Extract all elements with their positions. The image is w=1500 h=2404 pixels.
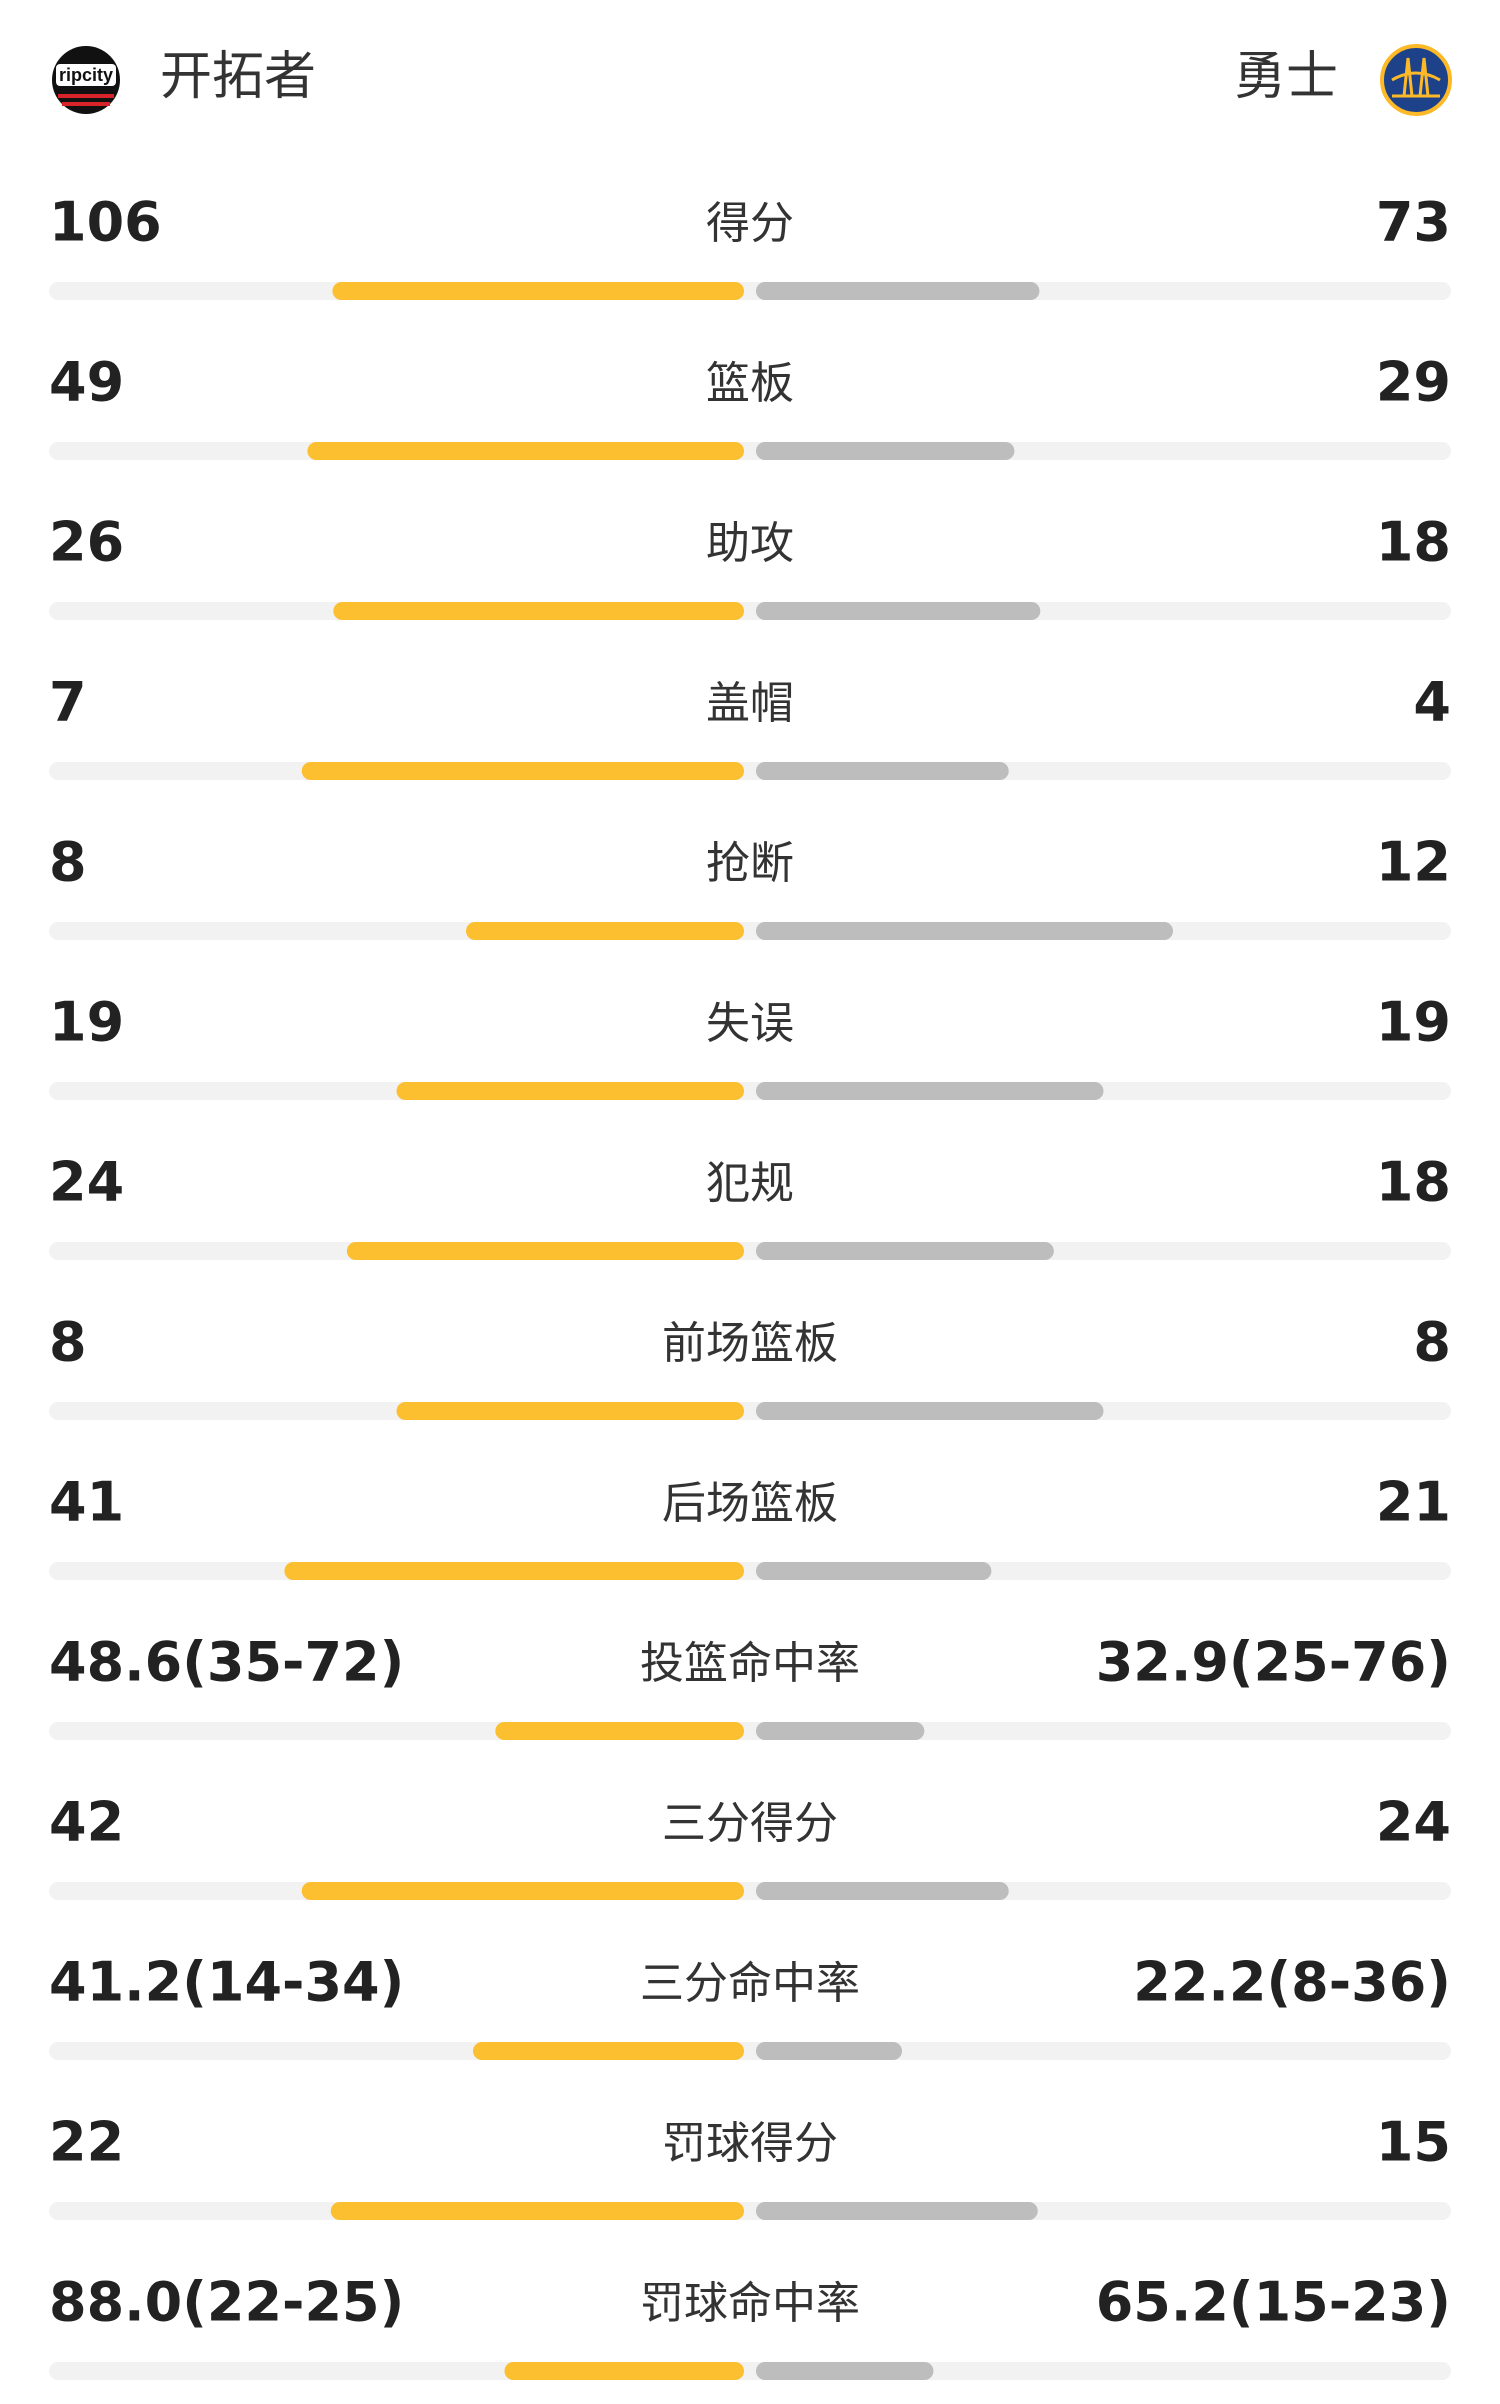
left-value: 24 xyxy=(49,1151,124,1214)
right-value: 24 xyxy=(1376,1791,1451,1854)
right-value: 73 xyxy=(1376,191,1451,254)
stat-label: 得分 xyxy=(706,198,794,249)
right-value: 32.9(25-76) xyxy=(1096,1631,1451,1694)
left-value: 88.0(22-25) xyxy=(49,2271,404,2334)
stat-label: 后场篮板 xyxy=(662,1478,838,1529)
left-bar xyxy=(301,1882,744,1900)
bar-track xyxy=(49,2042,1451,2060)
left-bar xyxy=(495,1722,744,1740)
bar-track xyxy=(49,602,1451,620)
right-value: 29 xyxy=(1376,351,1451,414)
left-value: 48.6(35-72) xyxy=(49,1631,404,1694)
left-value: 26 xyxy=(49,511,124,574)
right-bar xyxy=(756,2202,1038,2220)
stat-label: 抢断 xyxy=(706,838,794,889)
left-value: 106 xyxy=(49,191,162,254)
bar-track xyxy=(49,1242,1451,1260)
left-bar xyxy=(333,602,744,620)
bar-track xyxy=(49,1082,1451,1100)
stat-label: 盖帽 xyxy=(706,678,794,729)
left-value: 41 xyxy=(49,1471,124,1534)
left-team: 开拓者 xyxy=(160,47,316,107)
stat-label: 篮板 xyxy=(706,358,794,409)
left-bar xyxy=(307,442,744,460)
right-value: 19 xyxy=(1376,991,1451,1054)
right-bar xyxy=(756,1242,1054,1260)
left-value: 49 xyxy=(49,351,124,414)
right-value: 18 xyxy=(1376,1151,1451,1214)
stat-label: 罚球命中率 xyxy=(640,2278,860,2329)
left-logo: ripcity xyxy=(52,46,120,114)
bar-track xyxy=(49,2202,1451,2220)
stat-label: 前场篮板 xyxy=(662,1318,838,1369)
right-bar xyxy=(756,2042,903,2060)
left-value: 8 xyxy=(49,1311,87,1374)
right-bar xyxy=(756,1882,1009,1900)
right-value: 18 xyxy=(1376,511,1451,574)
bar-track xyxy=(49,282,1451,300)
right-bar xyxy=(756,1402,1104,1420)
right-bar xyxy=(756,602,1041,620)
left-bar xyxy=(504,2362,744,2380)
left-bar xyxy=(396,1082,744,1100)
right-value: 21 xyxy=(1376,1471,1451,1534)
svg-text:ripcity: ripcity xyxy=(59,65,113,85)
right-value: 22.2(8-36) xyxy=(1133,1951,1451,2014)
left-value: 22 xyxy=(49,2111,124,2174)
right-bar xyxy=(756,1722,925,1740)
bar-track xyxy=(49,922,1451,940)
right-logo xyxy=(1380,44,1452,116)
stat-label: 犯规 xyxy=(706,1158,794,1209)
bar-track xyxy=(49,2362,1451,2380)
right-team: 勇士 xyxy=(1234,47,1338,107)
left-bar xyxy=(284,1562,744,1580)
bar-track xyxy=(49,442,1451,460)
right-value: 12 xyxy=(1376,831,1451,894)
right-bar xyxy=(756,2362,934,2380)
stat-label: 三分得分 xyxy=(662,1798,838,1849)
left-bar xyxy=(330,2202,744,2220)
left-bar xyxy=(301,762,744,780)
stat-label: 助攻 xyxy=(706,518,794,569)
right-bar xyxy=(756,282,1040,300)
bar-track xyxy=(49,1402,1451,1420)
right-bar xyxy=(756,1082,1104,1100)
right-bar xyxy=(756,1562,992,1580)
right-bar xyxy=(756,922,1173,940)
stat-label: 失误 xyxy=(706,998,794,1049)
left-bar xyxy=(396,1402,744,1420)
right-value: 8 xyxy=(1413,1311,1451,1374)
left-value: 19 xyxy=(49,991,124,1054)
bar-track xyxy=(49,1562,1451,1580)
left-bar xyxy=(473,2042,744,2060)
right-bar xyxy=(756,762,1009,780)
stat-label: 投篮命中率 xyxy=(640,1638,860,1689)
left-value: 42 xyxy=(49,1791,124,1854)
left-value: 41.2(14-34) xyxy=(49,1951,404,2014)
bar-track xyxy=(49,1722,1451,1740)
bar-track xyxy=(49,762,1451,780)
left-value: 7 xyxy=(49,671,87,734)
bar-track xyxy=(49,1882,1451,1900)
right-value: 65.2(15-23) xyxy=(1096,2271,1451,2334)
left-value: 8 xyxy=(49,831,87,894)
stat-label: 三分命中率 xyxy=(640,1958,860,2009)
stat-label: 罚球得分 xyxy=(662,2118,838,2169)
left-bar xyxy=(466,922,744,940)
left-bar xyxy=(346,1242,744,1260)
left-bar xyxy=(332,282,744,300)
right-value: 15 xyxy=(1376,2111,1451,2174)
right-value: 4 xyxy=(1413,671,1451,734)
right-bar xyxy=(756,442,1015,460)
